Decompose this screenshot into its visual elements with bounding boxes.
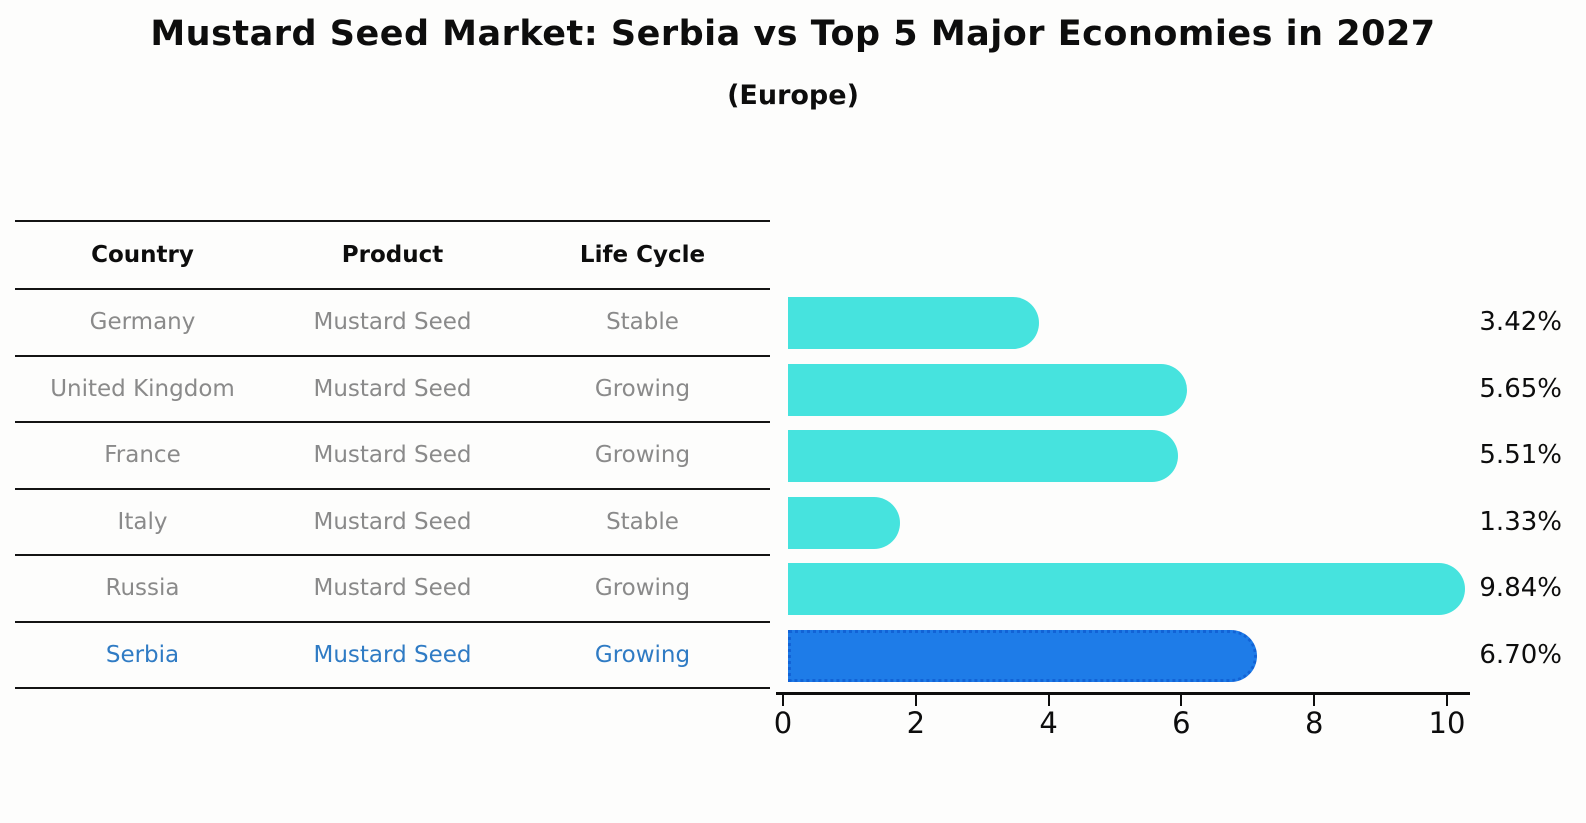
- country-cell: France: [104, 442, 181, 469]
- x-tick-label-10: 10: [1428, 706, 1466, 740]
- lifecycle-cell: Stable: [606, 309, 679, 336]
- product-cell: Mustard Seed: [313, 309, 472, 336]
- x-tick-label-0: 0: [773, 706, 793, 740]
- value-label-italy: 1.33%: [1479, 506, 1562, 537]
- x-tick-label-4: 4: [1039, 706, 1058, 740]
- lifecycle-cell: Growing: [594, 375, 691, 402]
- chart-subtitle: (Europe): [727, 80, 859, 111]
- value-label-france: 5.51%: [1479, 440, 1562, 470]
- value-label-germany: 3.42%: [1479, 307, 1562, 337]
- value-label-russia: 9.84%: [1479, 573, 1562, 603]
- bar-russia: [788, 563, 1465, 615]
- bar-serbia: [788, 629, 1257, 682]
- x-tick-mark-4: [1047, 695, 1050, 706]
- country-table: Country Product Life Cycle Germany Musta…: [15, 220, 770, 689]
- table-row: Germany Mustard Seed Stable: [15, 290, 770, 357]
- x-tick-label-8: 8: [1304, 706, 1324, 740]
- x-tick-mark-10: [1446, 695, 1448, 706]
- value-label-united-kingdom: 5.65%: [1479, 373, 1562, 404]
- table-row: Italy Mustard Seed Stable: [15, 490, 770, 556]
- product-cell: Mustard Seed: [313, 575, 472, 602]
- x-tick-mark-2: [914, 695, 917, 706]
- country-cell: Germany: [89, 309, 196, 336]
- table-row: United Kingdom Mustard Seed Growing: [15, 357, 770, 423]
- country-cell: Serbia: [105, 641, 180, 668]
- country-cell: United Kingdom: [50, 375, 235, 402]
- product-cell: Mustard Seed: [313, 508, 472, 535]
- column-header-country: Country: [91, 242, 194, 268]
- product-cell: Mustard Seed: [313, 442, 472, 469]
- chart-title: Mustard Seed Market: Serbia vs Top 5 Maj…: [150, 14, 1436, 54]
- product-cell: Mustard Seed: [313, 375, 472, 402]
- lifecycle-cell: Stable: [606, 508, 679, 535]
- product-cell: Mustard Seed: [313, 641, 472, 668]
- x-tick-label-6: 6: [1172, 706, 1191, 740]
- column-header-lifecycle: Life Cycle: [579, 242, 706, 268]
- table-row: Russia Mustard Seed Growing: [15, 556, 770, 623]
- bar-united-kingdom: [788, 363, 1187, 416]
- bar-italy: [788, 496, 900, 549]
- x-tick-mark-0: [782, 695, 784, 706]
- lifecycle-cell: Growing: [594, 575, 691, 602]
- bar-france: [788, 430, 1178, 482]
- x-tick-label-2: 2: [906, 706, 926, 740]
- country-cell: Russia: [105, 575, 180, 602]
- x-tick-mark-6: [1180, 695, 1183, 706]
- table-body: Germany Mustard Seed Stable United Kingd…: [15, 290, 770, 689]
- lifecycle-cell: Growing: [594, 641, 691, 668]
- table-row: France Mustard Seed Growing: [15, 423, 770, 490]
- table-row: Serbia Mustard Seed Growing: [15, 623, 770, 689]
- country-cell: Italy: [117, 508, 168, 535]
- x-axis-line: [776, 692, 1470, 695]
- table-header-row: Country Product Life Cycle: [15, 222, 770, 290]
- value-label-serbia: 6.70%: [1479, 639, 1562, 670]
- bar-germany: [788, 297, 1039, 349]
- x-tick-mark-8: [1313, 695, 1316, 706]
- lifecycle-cell: Growing: [594, 442, 691, 469]
- column-header-product: Product: [341, 242, 444, 268]
